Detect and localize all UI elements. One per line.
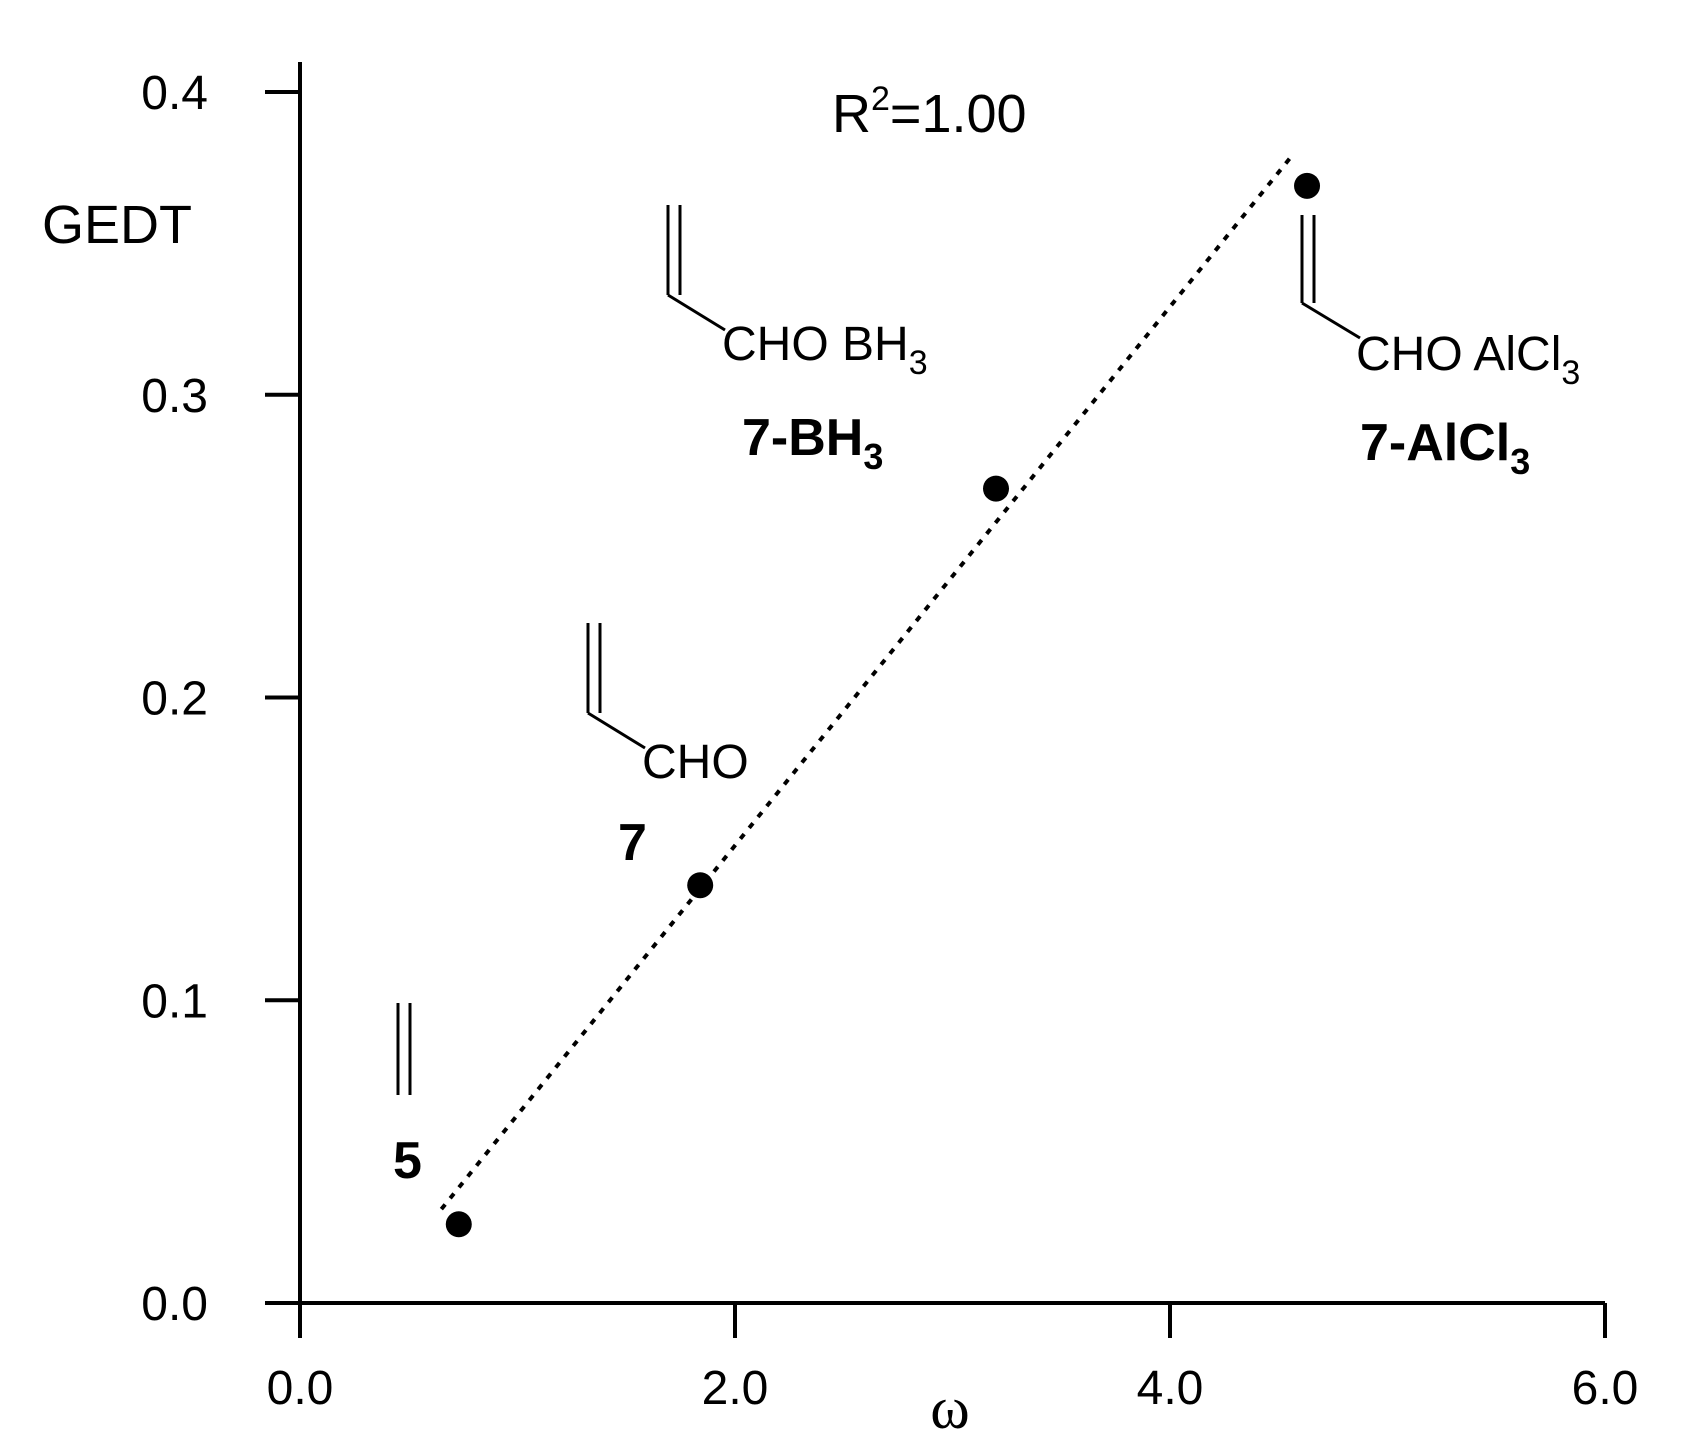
y-tick-label: 0.0	[141, 1278, 208, 1331]
r-squared-exponent: 2	[871, 80, 890, 118]
axes	[298, 62, 1605, 1305]
structure-acrolein	[586, 623, 646, 750]
y-tick-label: 0.4	[141, 67, 208, 120]
r-squared-annotation: R2=1.00	[832, 80, 1027, 144]
bh3-bond-3	[667, 293, 726, 332]
structure-ethylene	[396, 1003, 412, 1095]
y-tick-label: 0.2	[141, 673, 208, 726]
r-squared-value: =1.00	[890, 84, 1027, 144]
acrolein-group: CHO	[642, 736, 749, 789]
alcl3-group: CHO AlCl3	[1356, 328, 1580, 392]
x-axis-title: ω	[930, 1375, 970, 1440]
x-tick-label: 4.0	[1137, 1362, 1204, 1415]
data-point	[1294, 172, 1321, 199]
x-ticks: 0.0 2.0 4.0 6.0	[267, 1303, 1639, 1415]
alcl3-bond-3	[1301, 301, 1361, 340]
label-compound-7-alcl3: 7-AlCl3	[1360, 414, 1530, 482]
structure-acrolein-bh3	[666, 205, 726, 332]
trendline	[439, 157, 1292, 1211]
bh3-label-main: 7-BH	[742, 409, 863, 467]
bh3-group-main: CHO BH	[722, 318, 909, 371]
alcl3-group-main: CHO AlCl	[1356, 328, 1561, 381]
alcl3-group-sub: 3	[1561, 354, 1580, 392]
label-compound-7-bh3: 7-BH3	[742, 409, 883, 477]
data-point	[983, 475, 1009, 502]
alcl3-label-main: 7-AlCl	[1360, 414, 1510, 472]
structure-acrolein-alcl3	[1300, 215, 1361, 340]
x-tick-label: 0.0	[267, 1362, 334, 1415]
label-compound-7: 7	[618, 814, 647, 872]
bh3-group-sub: 3	[909, 344, 928, 382]
data-point	[445, 1211, 472, 1238]
y-tick-label: 0.1	[141, 975, 208, 1028]
y-tick-label: 0.3	[141, 370, 208, 423]
label-compound-5: 5	[393, 1132, 422, 1190]
bh3-label-sub: 3	[863, 436, 883, 477]
x-tick-label: 6.0	[1572, 1362, 1639, 1415]
data-points	[445, 172, 1321, 1238]
data-point	[687, 872, 714, 899]
y-ticks: 0.0 0.1 0.2 0.3 0.4	[141, 67, 300, 1331]
acrolein-bond-3	[587, 711, 646, 750]
r-squared-r: R	[832, 84, 871, 144]
bh3-group: CHO BH3	[722, 318, 928, 382]
alcl3-label-sub: 3	[1510, 441, 1530, 482]
y-axis-title: GEDT	[42, 195, 192, 255]
x-tick-label: 2.0	[702, 1362, 769, 1415]
